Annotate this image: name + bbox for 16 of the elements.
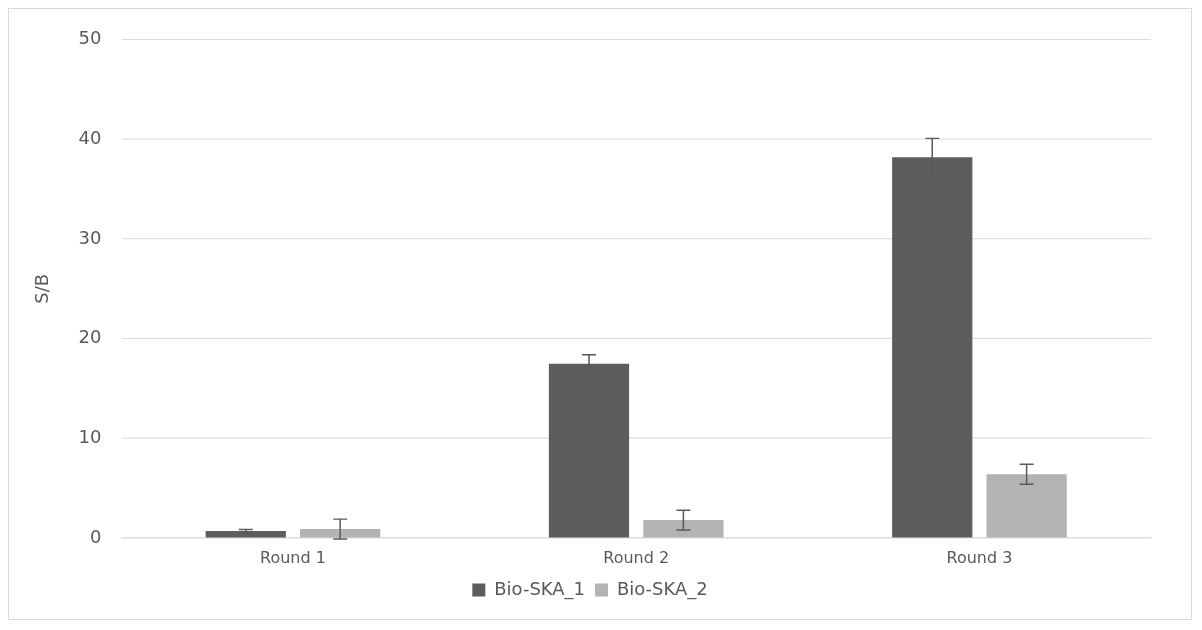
y-tick-label: 40 xyxy=(78,127,102,149)
legend-label: Bio-SKA_2 xyxy=(616,577,708,600)
bar xyxy=(205,531,286,538)
y-axis-title: S/B xyxy=(31,274,53,304)
y-tick-label: 0 xyxy=(89,525,102,547)
y-tick-label: 50 xyxy=(78,27,102,49)
bar xyxy=(643,520,724,538)
y-tick-label: 10 xyxy=(78,426,102,448)
x-tick-label: Round 2 xyxy=(603,547,670,567)
legend-label: Bio-SKA_1 xyxy=(494,577,585,600)
bar xyxy=(986,474,1067,538)
bar xyxy=(300,529,381,538)
x-tick-label: Round 1 xyxy=(260,547,326,567)
y-tick-label: 20 xyxy=(78,326,102,348)
x-tick-label: Round 3 xyxy=(946,547,1013,567)
y-tick-label: 30 xyxy=(78,226,102,248)
